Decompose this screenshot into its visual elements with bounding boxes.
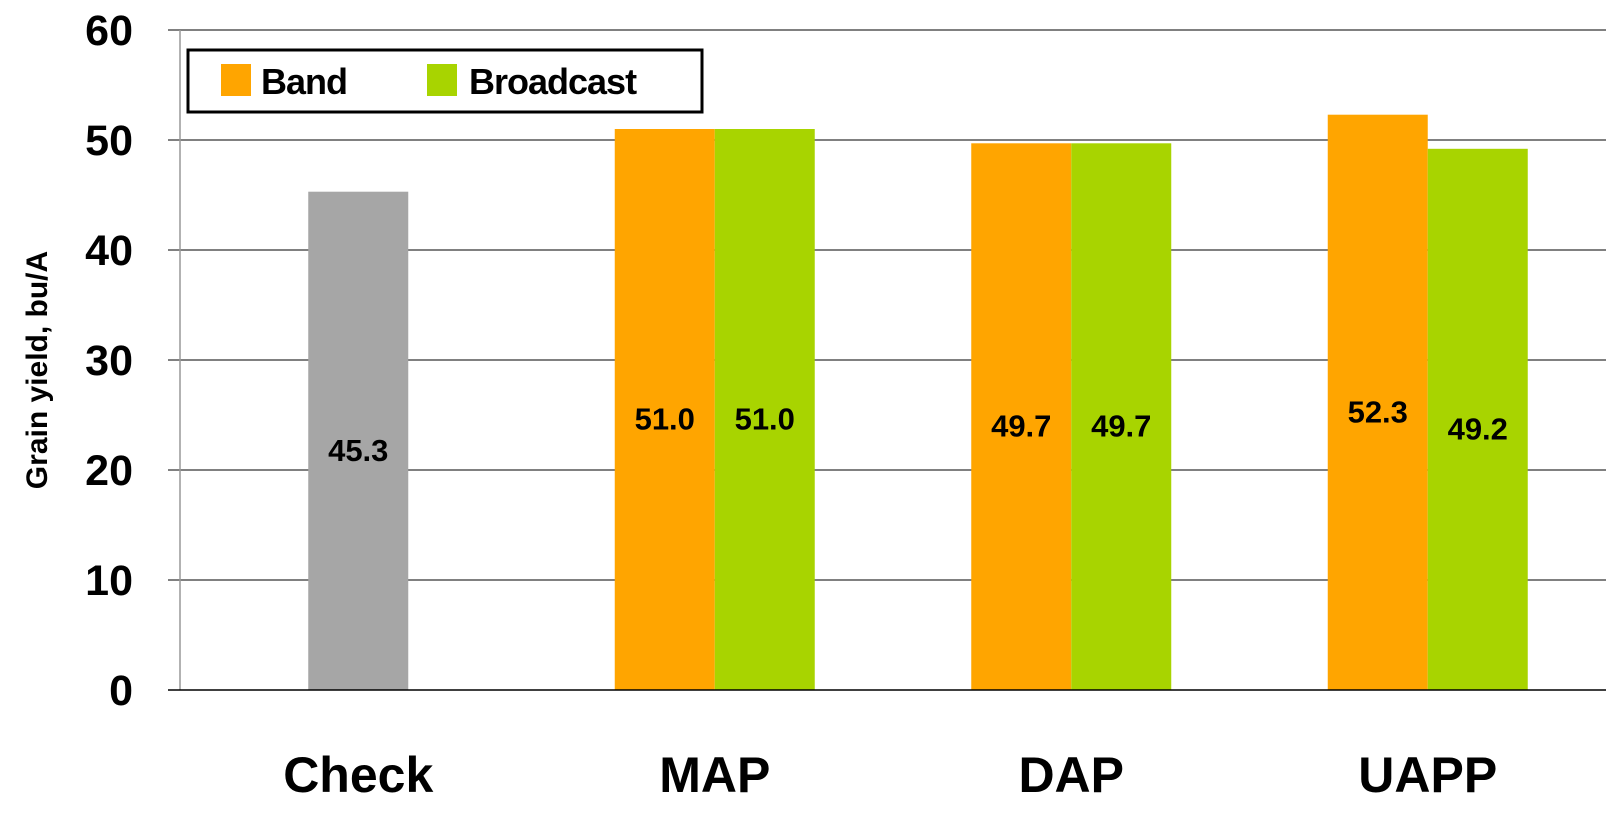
bar [1427, 148, 1528, 691]
x-category-label: Check [283, 747, 433, 803]
y-tick-label: 40 [85, 227, 133, 275]
y-tick-label: 0 [109, 667, 133, 715]
y-tick-label: 50 [85, 117, 133, 165]
bar [714, 129, 815, 690]
axes [168, 30, 1606, 691]
x-category-label: UAPP [1358, 747, 1497, 803]
legend: Band Broadcast [186, 48, 704, 114]
legend-label-broadcast: Broadcast [469, 61, 637, 102]
y-tick-label: 60 [85, 7, 133, 55]
bar [614, 129, 715, 690]
x-category-label: MAP [659, 747, 770, 803]
data-label: 52.3 [1348, 394, 1408, 429]
bar [971, 143, 1072, 691]
y-tick-labels: 0 10 20 30 40 50 60 [85, 7, 133, 715]
data-label: 49.7 [1091, 409, 1151, 444]
y-tick-label: 20 [85, 447, 133, 495]
bar [308, 191, 409, 690]
legend-swatch-broadcast [427, 64, 457, 96]
data-label: 51.0 [735, 402, 795, 437]
bars [308, 114, 1528, 691]
data-label: 49.7 [991, 409, 1051, 444]
bar [1071, 143, 1172, 691]
x-category-label: DAP [1018, 747, 1124, 803]
data-label: 45.3 [328, 433, 388, 468]
data-label: 51.0 [635, 402, 695, 437]
y-tick-label: 30 [85, 337, 133, 385]
data-label: 49.2 [1448, 411, 1508, 446]
y-tick-label: 10 [85, 557, 133, 605]
legend-label-band: Band [261, 61, 347, 102]
legend-swatch-band [221, 64, 251, 96]
y-axis-label: Grain yield, bu/A [21, 251, 54, 489]
x-category-labels: Check MAP DAP UAPP [283, 747, 1497, 803]
data-labels: 45.3 51.0 51.0 49.7 49.7 52.3 49.2 [328, 394, 1508, 468]
bar [1327, 114, 1428, 690]
